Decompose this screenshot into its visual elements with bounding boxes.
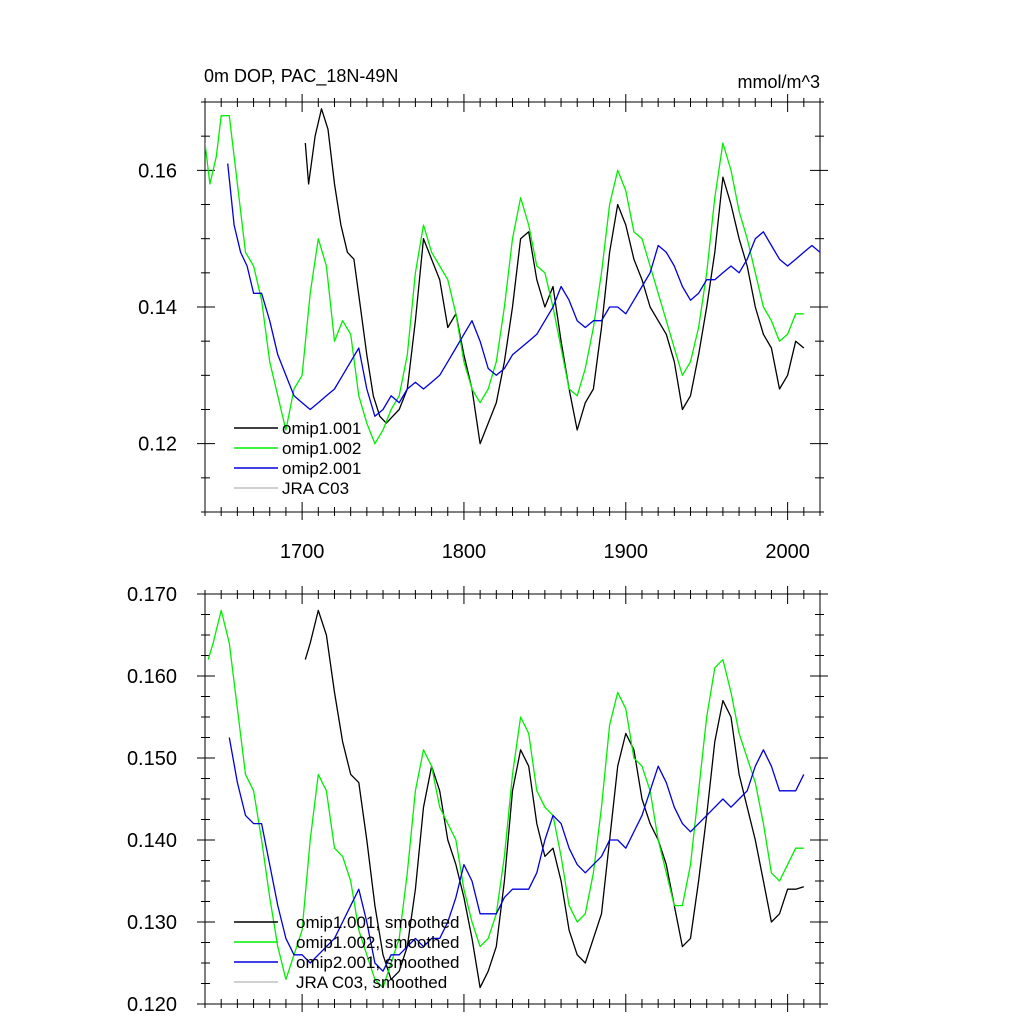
x-tick-label: 1700 [280,541,325,563]
series-line-omip1-002-smoothed [207,609,804,989]
legend-label: omip2.001 [282,459,361,478]
legend-label: omip1.002 [282,439,361,458]
legend-label: omip2.001, smoothed [296,953,460,972]
units-label: mmol/m^3 [738,72,820,92]
series-line-omip1-001 [304,108,805,445]
legend-label: JRA C03, smoothed [296,973,447,992]
bottom-panel: 0.120 0.130 0.140 0.150 0.160 0.170 omip1.001,… [127,584,828,1016]
x-tick-label: 1900 [604,541,649,563]
top-panel: 0m DOP, PAC_18N-49N mmol/m^3 0.12 0.14 0.1… [138,66,828,563]
y-tick-label: 0.130 [127,912,177,934]
series-line-omip1-002 [205,115,804,445]
series-group [205,108,820,445]
x-tick-label: 1800 [442,541,487,563]
y-tick-label: 0.16 [138,160,177,182]
series-line-omip2-001-smoothed [228,737,805,972]
y-tick-label: 0.12 [138,434,177,456]
series-line-omip2-001 [227,163,820,417]
y-tick-label: 0.160 [127,666,177,688]
y-tick-label: 0.120 [127,994,177,1016]
legend-label: omip1.001, smoothed [296,913,460,932]
y-tick-label: 0.14 [138,297,177,319]
y-tick-label: 0.170 [127,584,177,606]
x-tick-label: 2000 [765,541,810,563]
y-tick-label: 0.150 [127,748,177,770]
series-group [207,609,805,989]
chart-title: 0m DOP, PAC_18N-49N [204,66,398,87]
legend-label: omip1.002, smoothed [296,933,460,952]
legend-label: JRA C03 [282,479,349,498]
y-tick-label: 0.140 [127,830,177,852]
legend-label: omip1.001 [282,419,361,438]
series-line-omip1-001-smoothed [304,609,804,989]
